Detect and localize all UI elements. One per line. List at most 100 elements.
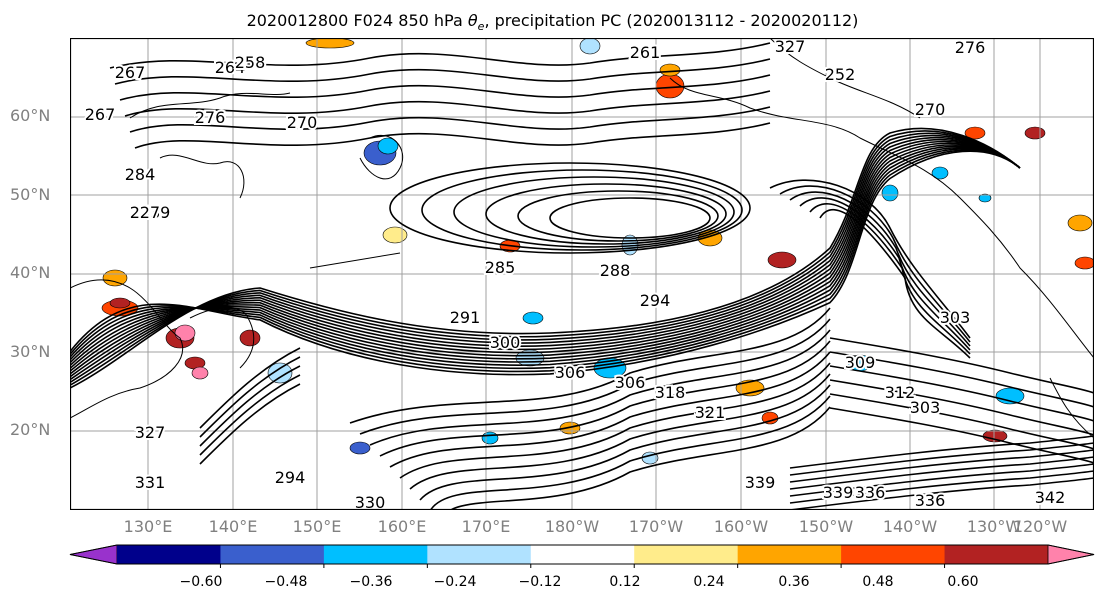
precip-blob [931,166,949,180]
contour-line [799,197,971,351]
contour-line [379,340,831,457]
map-frame [70,38,1094,510]
precip-blob [1024,126,1046,140]
contour-line [199,374,301,456]
colorbar-tick-label: 0.48 [862,574,894,590]
precip-blob [174,324,196,342]
lon-label: 140°W [882,517,938,536]
coastline [129,92,291,119]
contour-label: 288 [600,261,631,280]
contour-line [769,179,971,339]
colorbar-tick-label: −0.12 [518,574,562,590]
lon-label: 150°E [292,517,342,536]
precip-blob [382,226,408,244]
contour-line [549,197,711,239]
contour-line [359,318,831,435]
colorbar-segment [530,545,635,564]
colorbar-segment [427,545,532,564]
colorbar-tick-label: 0.36 [778,574,810,590]
contour-label: 330 [355,493,386,510]
contour-line [789,477,1094,510]
contour-label: 294 [640,291,671,310]
lon-label: 120°W [1012,517,1068,536]
contour-line [70,144,1021,367]
contour-line [485,183,727,245]
contour-line [70,130,1021,386]
contour-label: 261 [630,43,661,62]
contour-label: 306 [555,363,586,382]
contour-line [429,395,831,510]
contour-label: 327 [135,423,166,442]
contour-line [421,169,743,251]
precip-blob [191,366,209,380]
precip-blob [267,362,293,384]
contour-line [199,365,301,447]
lon-label: 170°E [461,517,511,536]
contour-line [389,162,751,254]
contour-label: 284 [125,165,156,184]
contour-line [349,307,831,424]
contour-line [829,337,1094,394]
contour-line [809,203,971,355]
contour-label: 342 [1035,488,1066,507]
theta-e-contours [70,42,1094,510]
contour-label: 285 [485,258,516,277]
contour-line [70,146,1021,366]
colorbar-tick-label: −0.48 [264,574,308,590]
precip-blob [767,251,797,269]
precip-blob [109,297,131,309]
contour-line [789,470,1094,504]
contour-line [829,351,1094,408]
contour-line [109,42,771,69]
contour-label: 276 [195,108,226,127]
precip-blob [659,63,681,77]
precip-blob [349,441,371,455]
contour-line [70,142,1021,369]
colorbar-outline [69,544,1095,565]
contour-label: 318 [655,383,686,402]
contour-line [199,383,301,465]
contour-label: 327 [775,38,806,56]
colorbar-tick-label: 0.12 [609,574,641,590]
precip-blob [522,311,544,325]
contour-line [129,106,771,133]
colorbar-extend-low [69,544,118,565]
contour-line [517,190,719,242]
lat-label: 40°N [10,263,51,282]
precip-blob [881,184,899,202]
precip-blob [1067,214,1093,232]
contour-line [124,90,771,117]
contour-line [819,208,971,359]
precip-blob [102,269,128,287]
colorbar-tick-label: 0.60 [947,574,979,590]
contour-label: 267 [115,63,146,82]
colorbar-segments [69,544,1095,568]
contour-label: 279 [140,203,171,222]
contour-label: 264 [215,58,246,77]
colorbar-tick-label: −0.36 [349,574,393,590]
contour-line [70,140,1021,372]
contour-label: 300 [490,333,521,352]
lon-label: 150°W [798,517,854,536]
colorbar-extend-high [1047,544,1095,565]
contour-line [70,134,1021,381]
contour-line [419,384,831,501]
colorbar-segment [634,545,739,564]
precip-blob [735,379,765,397]
contour-line [829,407,1094,464]
contour-line [70,127,1021,389]
contour-line [70,145,1021,364]
contour-line [70,148,1021,370]
contour-line [409,373,831,490]
contour-line [789,463,1094,497]
lat-label: 50°N [10,185,51,204]
lon-label: 160°W [713,517,769,536]
coastline [769,38,921,119]
contour-line [119,74,771,101]
colorbar-segment [117,545,221,564]
contour-label: 339 [745,473,776,492]
contour-line [829,365,1094,422]
colorbar-segment [841,545,946,564]
